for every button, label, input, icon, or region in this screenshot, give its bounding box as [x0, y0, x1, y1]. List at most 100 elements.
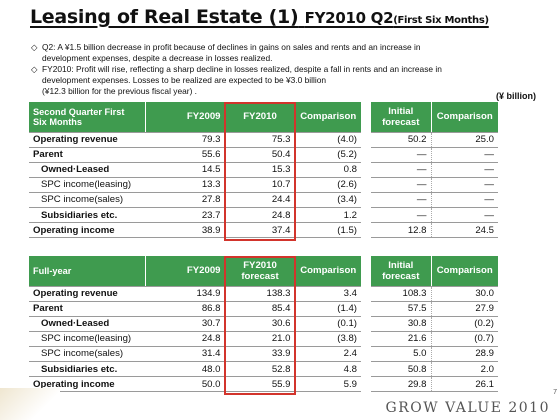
cell-comparison: 1.2: [295, 207, 361, 224]
cell-fy2009: 38.9: [145, 222, 226, 239]
cell-comparison: 2.4: [295, 346, 361, 362]
page-title: Leasing of Real Estate (1) FY2010 Q2(Fir…: [30, 6, 489, 28]
cell-comparison: (3.4): [295, 192, 361, 208]
cell-comparison: (1.5): [295, 222, 361, 239]
table-row: Subsidiaries etc. 23.7 24.8 1.2: [29, 207, 361, 224]
q2-results-table: Second Quarter First Six Months FY2009 F…: [29, 102, 361, 239]
table-row: 21.6 (0.7): [371, 331, 498, 347]
cell-fy2010: 75.3: [225, 132, 296, 148]
cell-fy2009: 55.6: [145, 147, 226, 163]
fy-header-comparison: Comparison: [295, 256, 361, 287]
cell-fy2010: 30.6: [225, 316, 296, 332]
table-row: Parent 86.8 85.4 (1.4): [29, 301, 361, 317]
row-label: Owned·Leased: [29, 316, 145, 332]
fy-header-initial-forecast: Initial forecast: [371, 256, 432, 287]
title-main: Leasing of Real Estate (1): [30, 6, 299, 28]
table-row: ― ―: [371, 192, 498, 208]
cell-comparison: 5.9: [295, 376, 361, 393]
cell-fy2009: 31.4: [145, 346, 226, 362]
cell-fy2009: 24.8: [145, 331, 226, 347]
cell-fy2009: 79.3: [145, 132, 226, 148]
cell-fy2010: 55.9: [225, 376, 296, 393]
row-label: SPC income(sales): [29, 346, 145, 362]
table-row: 30.8 (0.2): [371, 316, 498, 332]
table-row: 29.8 26.1: [371, 376, 498, 393]
row-label: Subsidiaries etc.: [29, 361, 145, 378]
q2-header-forecast-comparison: Comparison: [431, 102, 498, 133]
cell-initial-forecast: 30.8: [371, 316, 432, 332]
row-label: Owned·Leased: [29, 162, 145, 178]
table-row: ― ―: [371, 177, 498, 193]
table-row: Owned·Leased 14.5 15.3 0.8: [29, 162, 361, 178]
cell-initial-forecast: ―: [371, 147, 432, 163]
cell-fy2009: 48.0: [145, 361, 226, 378]
cell-comparison: 4.8: [295, 361, 361, 378]
cell-fy2010: 24.8: [225, 207, 296, 224]
q2-header-fy2009: FY2009: [145, 102, 226, 133]
cell-comparison: 3.4: [295, 286, 361, 302]
cell-forecast-comparison: (0.7): [431, 331, 498, 347]
note-line: development expenses, despite a decrease…: [42, 53, 273, 63]
cell-initial-forecast: 5.0: [371, 346, 432, 362]
title-period: FY2010 Q2: [304, 9, 394, 27]
row-label: Parent: [29, 301, 145, 317]
cell-forecast-comparison: (0.2): [431, 316, 498, 332]
cell-forecast-comparison: ―: [431, 192, 498, 208]
cell-fy2010: 85.4: [225, 301, 296, 317]
fy-header-label: Full-year: [29, 256, 146, 287]
cell-initial-forecast: 57.5: [371, 301, 432, 317]
row-label: Subsidiaries etc.: [29, 207, 145, 224]
cell-fy2009: 23.7: [145, 207, 226, 224]
cell-fy2009: 27.8: [145, 192, 226, 208]
cell-fy2009: 14.5: [145, 162, 226, 178]
table-row: Subsidiaries etc. 48.0 52.8 4.8: [29, 361, 361, 378]
cell-fy2010: 52.8: [225, 361, 296, 378]
cell-initial-forecast: ―: [371, 162, 432, 178]
table-row: Operating revenue 79.3 75.3 (4.0): [29, 132, 361, 148]
cell-initial-forecast: ―: [371, 207, 432, 224]
table-row: SPC income(sales) 31.4 33.9 2.4: [29, 346, 361, 362]
table-row: 5.0 28.9: [371, 346, 498, 362]
table-row: ― ―: [371, 162, 498, 178]
table-row: 12.8 24.5: [371, 222, 498, 239]
cell-forecast-comparison: ―: [431, 162, 498, 178]
table-row: ― ―: [371, 207, 498, 224]
cell-comparison: (0.1): [295, 316, 361, 332]
cell-fy2009: 50.0: [145, 376, 226, 393]
unit-label: (¥ billion): [496, 91, 536, 101]
cell-forecast-comparison: ―: [431, 147, 498, 163]
cell-initial-forecast: ―: [371, 177, 432, 193]
cell-fy2010: 10.7: [225, 177, 296, 193]
cell-comparison: 0.8: [295, 162, 361, 178]
cell-fy2009: 134.9: [145, 286, 226, 302]
table-row: SPC income(sales) 27.8 24.4 (3.4): [29, 192, 361, 208]
cell-initial-forecast: 50.8: [371, 361, 432, 378]
fy-header-forecast-comparison: Comparison: [431, 256, 498, 287]
table-row: ― ―: [371, 147, 498, 163]
cell-comparison: (5.2): [295, 147, 361, 163]
cell-forecast-comparison: ―: [431, 177, 498, 193]
row-label: SPC income(leasing): [29, 177, 145, 193]
row-label: Operating revenue: [29, 132, 145, 148]
row-label: SPC income(sales): [29, 192, 145, 208]
cell-comparison: (4.0): [295, 132, 361, 148]
row-label: Parent: [29, 147, 145, 163]
cell-initial-forecast: 12.8: [371, 222, 432, 239]
table-row: 50.8 2.0: [371, 361, 498, 378]
table-row: Parent 55.6 50.4 (5.2): [29, 147, 361, 163]
table-row: Operating income 50.0 55.9 5.9: [29, 376, 361, 393]
cell-comparison: (2.6): [295, 177, 361, 193]
cell-forecast-comparison: 30.0: [431, 286, 498, 302]
cell-fy2010: 24.4: [225, 192, 296, 208]
table-row: 108.3 30.0: [371, 286, 498, 302]
table-row: Owned·Leased 30.7 30.6 (0.1): [29, 316, 361, 332]
cell-fy2010: 138.3: [225, 286, 296, 302]
cell-initial-forecast: 29.8: [371, 376, 432, 393]
row-label: Operating income: [29, 222, 145, 239]
table-row: SPC income(leasing) 13.3 10.7 (2.6): [29, 177, 361, 193]
cell-forecast-comparison: 28.9: [431, 346, 498, 362]
cell-forecast-comparison: 2.0: [431, 361, 498, 378]
table-row: 50.2 25.0: [371, 132, 498, 148]
tagline-logo: GROW VALUE 2010: [385, 400, 550, 416]
cell-initial-forecast: ―: [371, 192, 432, 208]
